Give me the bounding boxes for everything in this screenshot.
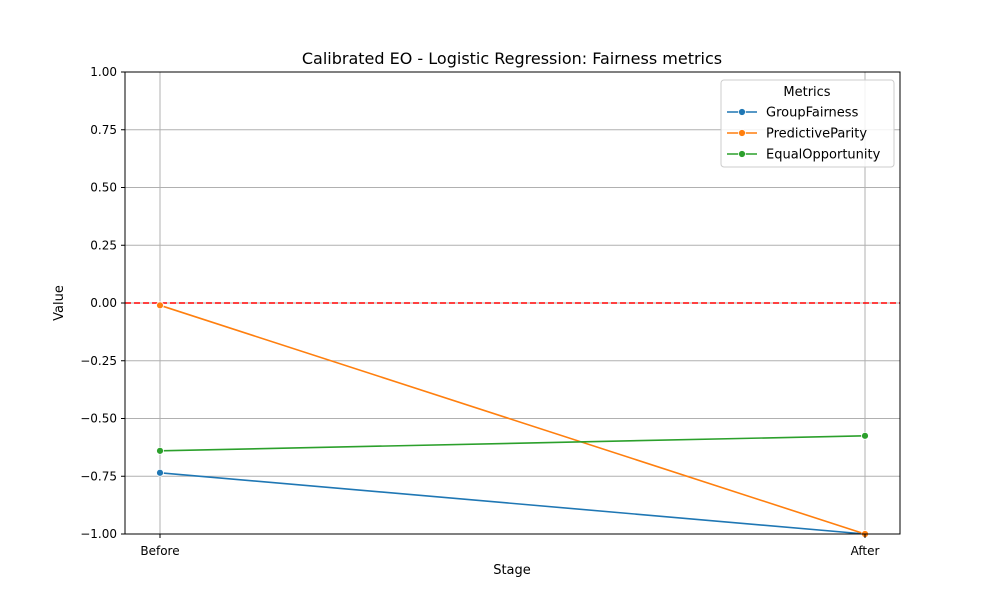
series-line-groupfairness bbox=[159, 471, 866, 535]
y-tick-label: −1.00 bbox=[80, 527, 117, 541]
y-tick-label: −0.75 bbox=[80, 469, 117, 483]
data-point-predictiveparity-before bbox=[156, 301, 164, 310]
y-tick-label: −0.50 bbox=[80, 412, 117, 426]
y-tick-label: 0.00 bbox=[90, 296, 117, 310]
series-line-predictiveparity bbox=[159, 304, 866, 535]
legend-box bbox=[720, 79, 895, 168]
data-point-equalopportunity-before bbox=[156, 446, 164, 455]
legend-label-predictiveparity: PredictiveParity bbox=[766, 127, 867, 142]
legend-marker-equalopportunity bbox=[738, 150, 746, 158]
legend-marker-groupfairness bbox=[738, 108, 746, 116]
data-point-equalopportunity-after bbox=[861, 431, 869, 440]
y-axis-label: Value bbox=[52, 285, 67, 321]
series-group bbox=[156, 301, 869, 538]
legend-title: Metrics bbox=[783, 85, 830, 100]
y-tick-label: 1.00 bbox=[90, 65, 117, 79]
legend-label-groupfairness: GroupFairness bbox=[766, 106, 859, 121]
legend-label-equalopportunity: EqualOpportunity bbox=[766, 148, 881, 163]
y-tick-label: 0.75 bbox=[90, 123, 117, 137]
series-line-equalopportunity bbox=[159, 435, 866, 452]
legend-marker-predictiveparity bbox=[738, 129, 746, 137]
y-tick-label: 0.50 bbox=[90, 181, 117, 195]
legend-entries: GroupFairness PredictiveParity EqualOpport… bbox=[727, 106, 881, 163]
y-tick-label: −0.25 bbox=[80, 354, 117, 368]
chart-title: Calibrated EO - Logistic Regression: Fai… bbox=[302, 49, 722, 68]
axis-ticks: 1.00 0.75 0.50 0.25 0.00 −0.25 −0.50 −0.75 −1.00… bbox=[80, 65, 879, 558]
x-axis-label: Stage bbox=[493, 563, 531, 578]
x-tick-label: Before bbox=[140, 544, 179, 558]
y-tick-label: 0.25 bbox=[90, 238, 117, 252]
data-point-groupfairness-before bbox=[156, 468, 164, 477]
legend: Metrics GroupFairness PredictiveParity Equ… bbox=[720, 79, 895, 168]
x-tick-label: After bbox=[851, 544, 880, 558]
